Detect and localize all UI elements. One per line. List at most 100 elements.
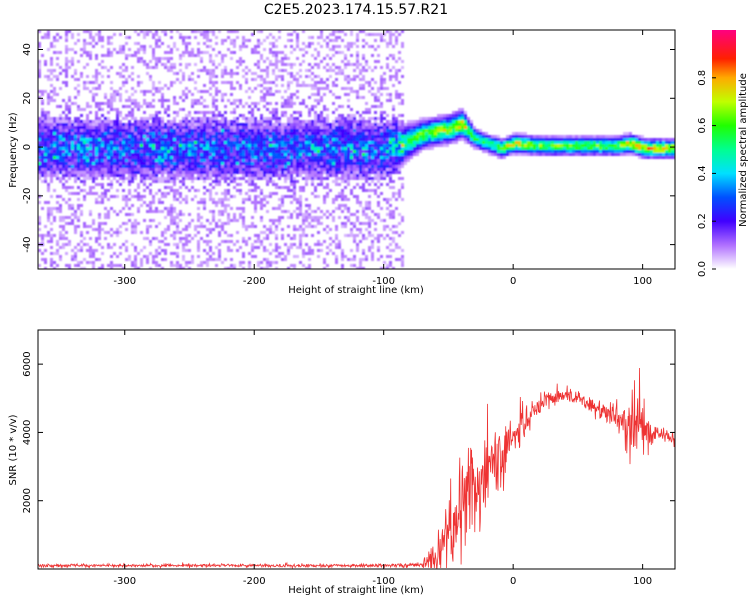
heatmap-cell bbox=[227, 126, 230, 129]
heatmap-cell bbox=[371, 141, 374, 144]
heatmap-cell bbox=[368, 225, 371, 228]
heatmap-cell bbox=[377, 177, 380, 180]
heatmap-cell bbox=[77, 147, 80, 150]
heatmap-cell bbox=[191, 48, 194, 51]
heatmap-cell bbox=[245, 225, 248, 228]
heatmap-cell bbox=[110, 165, 113, 168]
heatmap-cell bbox=[197, 264, 200, 267]
heatmap-cell bbox=[143, 147, 146, 150]
heatmap-cell bbox=[272, 261, 275, 264]
heatmap-cell bbox=[173, 159, 176, 162]
heatmap-cell bbox=[248, 153, 251, 156]
heatmap-cell bbox=[65, 216, 68, 219]
heatmap-cell bbox=[272, 222, 275, 225]
heatmap-cell bbox=[251, 216, 254, 219]
heatmap-cell bbox=[392, 57, 395, 60]
heatmap-cell bbox=[98, 159, 101, 162]
heatmap-cell bbox=[185, 126, 188, 129]
heatmap-cell bbox=[140, 174, 143, 177]
heatmap-cell bbox=[194, 189, 197, 192]
heatmap-cell bbox=[263, 171, 266, 174]
heatmap-cell bbox=[215, 54, 218, 57]
heatmap-cell bbox=[53, 138, 56, 141]
heatmap-cell bbox=[41, 174, 44, 177]
heatmap-cell bbox=[266, 237, 269, 240]
heatmap-cell bbox=[299, 75, 302, 78]
heatmap-cell bbox=[266, 129, 269, 132]
heatmap-cell bbox=[170, 69, 173, 72]
heatmap-cell bbox=[353, 225, 356, 228]
heatmap-cell bbox=[176, 246, 179, 249]
heatmap-cell bbox=[341, 126, 344, 129]
heatmap-cell bbox=[287, 165, 290, 168]
heatmap-cell bbox=[209, 120, 212, 123]
heatmap-cell bbox=[137, 195, 140, 198]
heatmap-cell bbox=[170, 63, 173, 66]
heatmap-cell bbox=[317, 54, 320, 57]
heatmap-cell bbox=[38, 219, 41, 222]
heatmap-cell bbox=[239, 141, 242, 144]
heatmap-cell bbox=[152, 114, 155, 117]
heatmap-cell bbox=[200, 60, 203, 63]
heatmap-cell bbox=[392, 120, 395, 123]
heatmap-cell bbox=[50, 45, 53, 48]
heatmap-cell bbox=[215, 120, 218, 123]
heatmap-cell bbox=[107, 216, 110, 219]
heatmap-cell bbox=[158, 156, 161, 159]
heatmap-cell bbox=[269, 243, 272, 246]
heatmap-cell bbox=[263, 156, 266, 159]
heatmap-cell bbox=[173, 81, 176, 84]
heatmap-cell bbox=[119, 126, 122, 129]
heatmap-cell bbox=[188, 114, 191, 117]
heatmap-cell bbox=[47, 141, 50, 144]
heatmap-cell bbox=[200, 264, 203, 267]
heatmap-cell bbox=[239, 84, 242, 87]
heatmap-cell bbox=[95, 114, 98, 117]
heatmap-cell bbox=[158, 198, 161, 201]
heatmap-cell bbox=[86, 153, 89, 156]
heatmap-cell bbox=[335, 237, 338, 240]
heatmap-cell bbox=[146, 186, 149, 189]
heatmap-cell bbox=[323, 144, 326, 147]
heatmap-cell bbox=[80, 138, 83, 141]
heatmap-cell bbox=[275, 237, 278, 240]
heatmap-cell bbox=[359, 87, 362, 90]
heatmap-cell bbox=[152, 81, 155, 84]
heatmap-cell bbox=[77, 90, 80, 93]
heatmap-cell bbox=[152, 180, 155, 183]
heatmap-cell bbox=[83, 171, 86, 174]
heatmap-cell bbox=[179, 138, 182, 141]
heatmap-cell bbox=[56, 201, 59, 204]
heatmap-cell bbox=[230, 138, 233, 141]
heatmap-cell bbox=[341, 60, 344, 63]
heatmap-cell bbox=[377, 141, 380, 144]
heatmap-cell bbox=[134, 120, 137, 123]
heatmap-cell bbox=[95, 228, 98, 231]
heatmap-cell bbox=[335, 165, 338, 168]
heatmap-cell bbox=[101, 222, 104, 225]
heatmap-cell bbox=[338, 177, 341, 180]
heatmap-cell bbox=[185, 171, 188, 174]
heatmap-cell bbox=[179, 159, 182, 162]
heatmap-cell bbox=[251, 180, 254, 183]
heatmap-cell bbox=[347, 258, 350, 261]
heatmap-cell bbox=[50, 90, 53, 93]
heatmap-cell bbox=[38, 174, 41, 177]
heatmap-cell bbox=[77, 174, 80, 177]
heatmap-cell bbox=[62, 174, 65, 177]
heatmap-cell bbox=[257, 240, 260, 243]
heatmap-cell bbox=[356, 171, 359, 174]
heatmap-cell bbox=[179, 168, 182, 171]
heatmap-cell bbox=[44, 174, 47, 177]
heatmap-cell bbox=[308, 147, 311, 150]
heatmap-cell bbox=[344, 156, 347, 159]
heatmap-cell bbox=[197, 231, 200, 234]
heatmap-cell bbox=[239, 144, 242, 147]
heatmap-cell bbox=[173, 45, 176, 48]
heatmap-cell bbox=[257, 186, 260, 189]
heatmap-cell bbox=[353, 165, 356, 168]
heatmap-cell bbox=[134, 99, 137, 102]
heatmap-cell bbox=[266, 234, 269, 237]
heatmap-cell bbox=[188, 126, 191, 129]
